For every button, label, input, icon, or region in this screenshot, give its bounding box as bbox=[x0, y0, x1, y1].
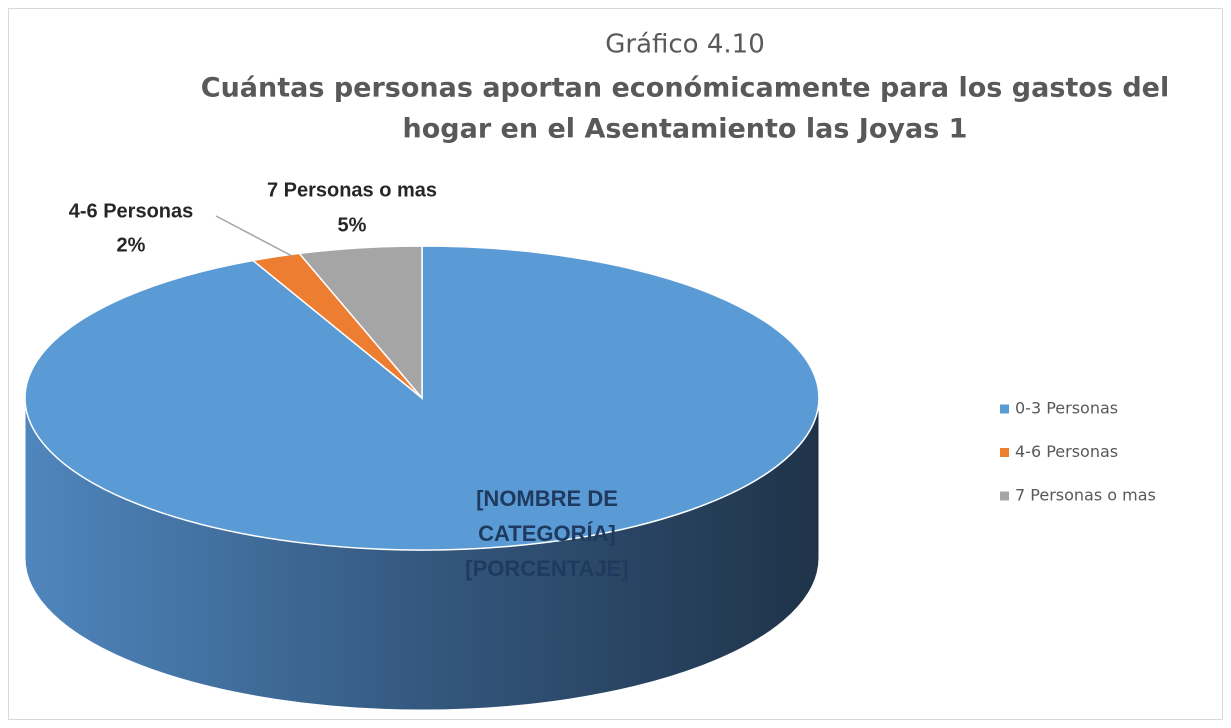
leader-line bbox=[215, 215, 293, 257]
data-label-name: 4-6 Personas bbox=[69, 200, 194, 222]
legend-label: 7 Personas o mas bbox=[1015, 486, 1156, 505]
pie-slice bbox=[297, 245, 423, 401]
legend-label: 4-6 Personas bbox=[1015, 442, 1118, 461]
data-label-placeholder: [NOMBRE DE bbox=[476, 486, 618, 511]
legend-swatch bbox=[1000, 404, 1009, 414]
data-label-name: 7 Personas o mas bbox=[267, 179, 437, 201]
legend-label: 0-3 Personas bbox=[1015, 399, 1118, 418]
data-label-placeholder: [PORCENTAJE] bbox=[465, 556, 628, 581]
chart-title: Gráfico 4.10 bbox=[605, 30, 765, 60]
data-label-value: 2% bbox=[117, 234, 146, 256]
data-label-value: 5% bbox=[338, 214, 367, 236]
data-label-placeholder: CATEGORÍA] bbox=[478, 521, 616, 546]
legend-swatch bbox=[1000, 491, 1009, 501]
chart-subtitle: Cuántas personas aportan económicamente … bbox=[201, 73, 1169, 104]
legend-swatch bbox=[1000, 448, 1009, 457]
chart-subtitle: hogar en el Asentamiento las Joyas 1 bbox=[403, 114, 968, 145]
